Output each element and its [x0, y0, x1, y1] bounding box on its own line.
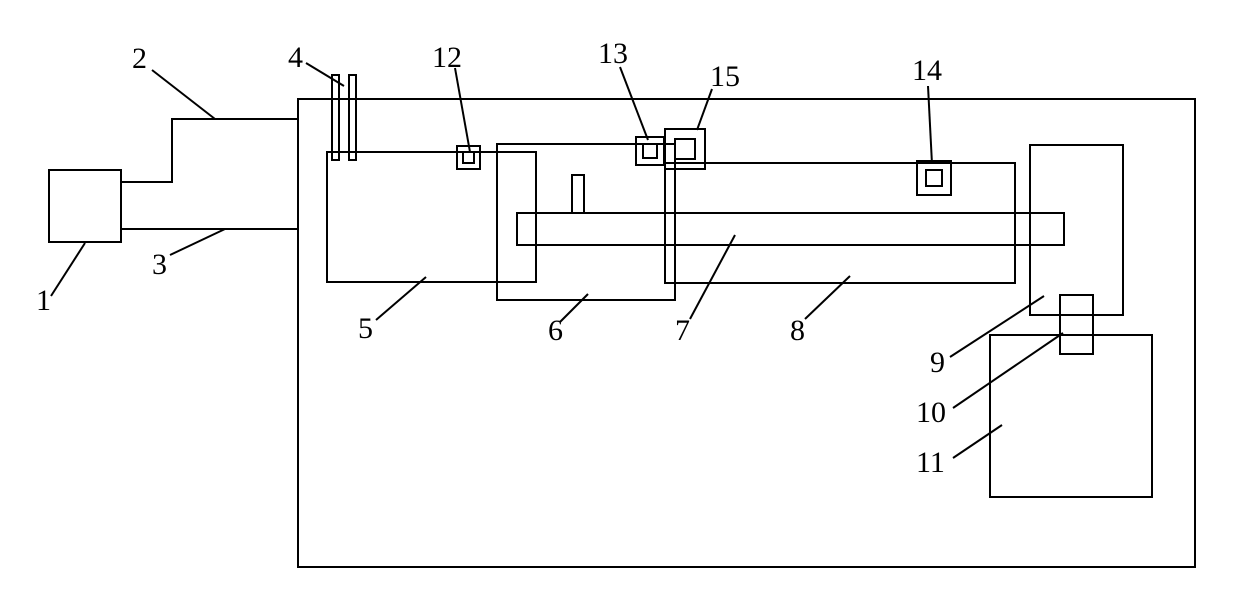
box-6	[497, 144, 675, 300]
label-10: 10	[916, 396, 946, 429]
label-14: 14	[912, 54, 942, 87]
box-8	[665, 163, 1015, 283]
lead-line-6	[560, 294, 588, 322]
label-15: 15	[710, 60, 740, 93]
lead-line-5	[376, 277, 426, 320]
lead-line-13	[620, 67, 648, 140]
lead-line-11	[953, 425, 1002, 458]
sensor-13-inner	[643, 144, 657, 158]
label-11: 11	[916, 446, 945, 479]
diagram-shapes	[49, 75, 1195, 567]
label-4: 4	[288, 41, 303, 74]
vbar-4-right	[349, 75, 356, 160]
label-1: 1	[36, 284, 51, 317]
sensor-14-outer	[917, 161, 951, 195]
label-12: 12	[432, 41, 462, 74]
sensor-12-outer	[457, 146, 480, 169]
left-square-1	[49, 170, 121, 242]
lead-line-14	[928, 86, 932, 164]
lead-line-15	[697, 89, 712, 130]
lead-line-7	[690, 235, 735, 319]
label-13: 13	[598, 37, 628, 70]
vbar-4-left	[332, 75, 339, 160]
label-9: 9	[930, 346, 945, 379]
label-texts: 123456789101112131514	[36, 37, 946, 479]
lead-line-2	[152, 70, 215, 119]
connector-10	[1060, 295, 1093, 354]
diagram-svg: 123456789101112131514	[0, 0, 1239, 594]
lead-line-12	[455, 68, 470, 152]
lead-line-1	[51, 243, 85, 296]
sensor-12-inner	[463, 152, 474, 163]
sensor-13-outer	[636, 137, 664, 165]
label-8: 8	[790, 314, 805, 347]
label-5: 5	[358, 312, 373, 345]
label-6: 6	[548, 314, 563, 347]
box-9	[1030, 145, 1123, 315]
box-11	[990, 335, 1152, 497]
box-6-inner-bar	[572, 175, 584, 213]
upper-conn-line-2	[121, 119, 298, 182]
shaft-7	[517, 213, 1064, 245]
box-5	[327, 152, 536, 282]
label-3: 3	[152, 248, 167, 281]
label-7: 7	[675, 314, 690, 347]
sensor-14-inner	[926, 170, 942, 186]
label-lead-lines	[51, 63, 1063, 458]
lead-line-9	[950, 296, 1044, 357]
sensor-15-inner	[675, 139, 695, 159]
label-2: 2	[132, 42, 147, 75]
lead-line-3	[170, 229, 225, 255]
